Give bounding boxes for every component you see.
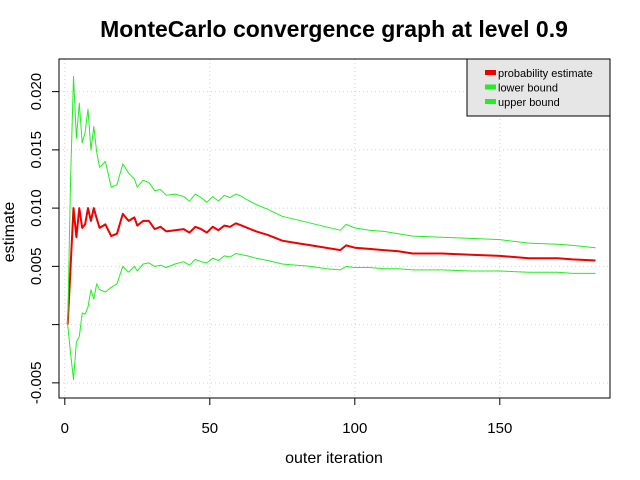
y-axis: -0.005 0.005 0.010 0.015 0.020 <box>28 73 60 405</box>
x-axis-title: outer iteration <box>285 450 383 467</box>
x-tick-label: 0 <box>61 420 69 437</box>
series-line-lower-bound <box>67 253 596 380</box>
x-tick-label: 150 <box>487 420 512 437</box>
x-tick-label: 50 <box>201 420 218 437</box>
series-line-upper-bound <box>67 76 596 325</box>
legend-label: lower bound <box>498 83 558 95</box>
y-tick-label: 0.005 <box>28 248 45 286</box>
y-axis-title: estimate <box>1 202 18 263</box>
series-layer <box>66 76 596 380</box>
y-tick-label: -0.005 <box>28 362 45 405</box>
y-tick-label: 0.010 <box>28 189 45 227</box>
legend-box <box>466 58 611 117</box>
legend: probability estimate lower bound upper bou… <box>466 58 611 117</box>
y-tick-label: 0.020 <box>28 73 45 111</box>
legend-swatch <box>485 70 496 75</box>
legend-swatch <box>485 84 496 90</box>
series-line-probability-estimate <box>66 207 596 325</box>
legend-swatch <box>485 99 496 104</box>
legend-label: probability estimate <box>498 68 593 80</box>
y-tick-label: 0.015 <box>28 131 45 169</box>
x-tick-label: 100 <box>342 420 367 437</box>
chart-title: MonteCarlo convergence graph at level 0.… <box>100 16 568 42</box>
x-axis: 0 50 100 150 <box>61 397 512 437</box>
legend-label: upper bound <box>498 97 560 109</box>
